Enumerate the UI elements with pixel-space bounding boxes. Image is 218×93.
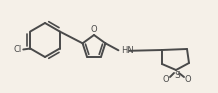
Text: Cl: Cl <box>13 45 21 54</box>
Text: S: S <box>174 71 180 80</box>
Text: O: O <box>91 25 97 34</box>
Text: HN: HN <box>121 46 134 55</box>
Text: O: O <box>185 74 191 84</box>
Text: O: O <box>163 74 169 84</box>
